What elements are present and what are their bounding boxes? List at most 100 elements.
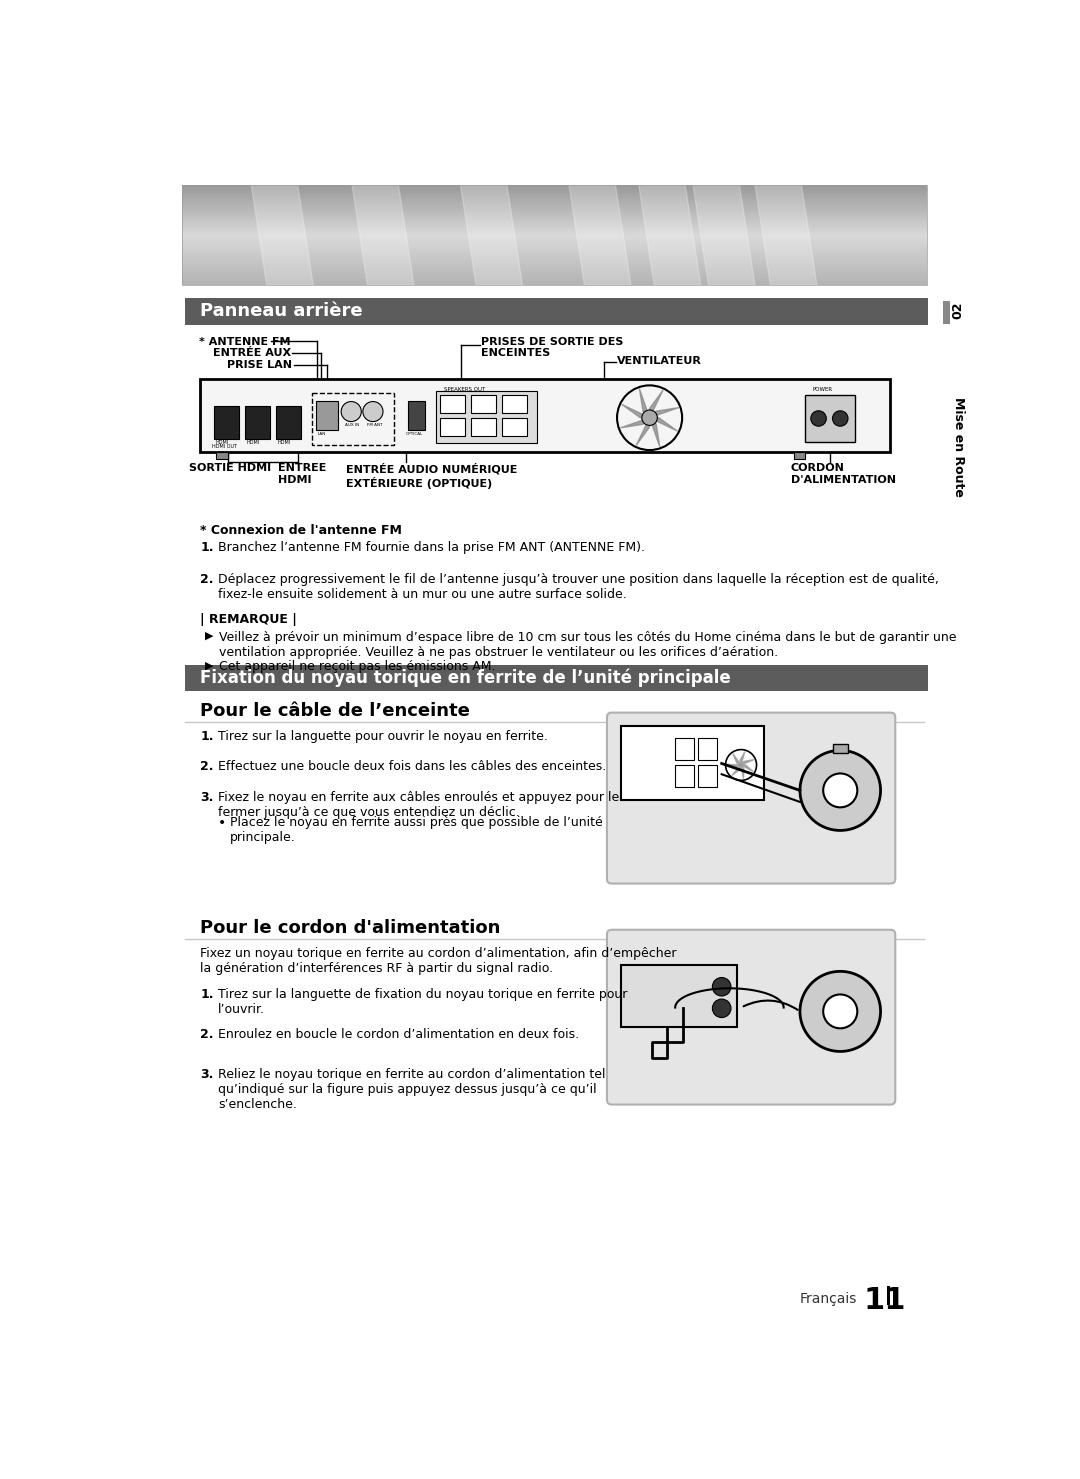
Text: Tirez sur la languette de fixation du noyau torique en ferrite pour
l’ouvrir.: Tirez sur la languette de fixation du no… xyxy=(218,988,627,1016)
Polygon shape xyxy=(732,765,741,775)
Bar xyxy=(805,395,855,442)
Text: 1.: 1. xyxy=(200,541,214,555)
Bar xyxy=(312,393,394,445)
Text: 1.: 1. xyxy=(200,729,214,742)
Text: OPTICAL: OPTICAL xyxy=(406,432,423,436)
Bar xyxy=(408,401,424,430)
Bar xyxy=(621,726,765,800)
Polygon shape xyxy=(636,417,649,445)
Text: Tirez sur la languette pour ouvrir le noyau en ferrite.: Tirez sur la languette pour ouvrir le no… xyxy=(218,729,548,742)
Text: Enroulez en boucle le cordon d’alimentation en deux fois.: Enroulez en boucle le cordon d’alimentat… xyxy=(218,1028,579,1041)
Text: PRISE LAN: PRISE LAN xyxy=(227,359,293,370)
Circle shape xyxy=(341,402,362,422)
Text: ▶: ▶ xyxy=(205,660,213,670)
Text: ENTRÉE AUX: ENTRÉE AUX xyxy=(213,349,292,358)
Bar xyxy=(441,417,465,436)
Bar xyxy=(441,395,465,413)
Text: ENTRÉE AUDIO NUMÉRIQUE
EXTÉRIEURE (OPTIQUE): ENTRÉE AUDIO NUMÉRIQUE EXTÉRIEURE (OPTIQ… xyxy=(346,463,517,488)
Polygon shape xyxy=(620,417,649,427)
Text: Veillez à prévoir un minimum d’espace libre de 10 cm sur tous les côtés du Home : Veillez à prévoir un minimum d’espace li… xyxy=(218,632,956,660)
Text: POWER: POWER xyxy=(812,387,833,392)
Circle shape xyxy=(713,978,731,995)
Text: 3.: 3. xyxy=(200,791,214,805)
Polygon shape xyxy=(352,185,414,285)
Polygon shape xyxy=(638,185,701,285)
Polygon shape xyxy=(460,185,523,285)
Text: HDMI: HDMI xyxy=(246,441,260,445)
Bar xyxy=(675,738,693,760)
Circle shape xyxy=(713,1000,731,1018)
Polygon shape xyxy=(622,404,649,417)
Bar xyxy=(276,407,301,438)
Text: Reliez le noyau torique en ferrite au cordon d’alimentation tel
qu’indiqué sur l: Reliez le noyau torique en ferrite au co… xyxy=(218,1068,606,1111)
Text: ▶: ▶ xyxy=(205,632,213,640)
Text: HDMI: HDMI xyxy=(216,441,229,445)
Text: SORTIE HDMI: SORTIE HDMI xyxy=(189,463,271,473)
Polygon shape xyxy=(755,185,816,285)
Text: 3.: 3. xyxy=(200,1068,214,1081)
Circle shape xyxy=(642,410,658,426)
Bar xyxy=(186,299,928,324)
Bar xyxy=(502,395,527,413)
Bar xyxy=(216,453,228,458)
Text: Cet appareil ne reçoit pas les émissions AM.: Cet appareil ne reçoit pas les émissions… xyxy=(218,660,496,673)
Circle shape xyxy=(800,750,880,830)
Bar xyxy=(214,407,239,438)
Text: HDMI OUT: HDMI OUT xyxy=(213,444,238,450)
Text: Branchez l’antenne FM fournie dans la prise FM ANT (ANTENNE FM).: Branchez l’antenne FM fournie dans la pr… xyxy=(218,541,645,555)
Bar xyxy=(316,401,338,430)
FancyBboxPatch shape xyxy=(607,930,895,1105)
Polygon shape xyxy=(733,754,741,765)
Text: 02: 02 xyxy=(951,302,964,318)
Text: CORDON
D'ALIMENTATION: CORDON D'ALIMENTATION xyxy=(791,463,895,485)
Polygon shape xyxy=(727,765,741,768)
Text: Fixation du noyau torique en ferrite de l’unité principale: Fixation du noyau torique en ferrite de … xyxy=(200,669,731,688)
Text: 2.: 2. xyxy=(200,1028,214,1041)
Polygon shape xyxy=(741,765,744,778)
FancyBboxPatch shape xyxy=(607,713,895,883)
Circle shape xyxy=(833,411,848,426)
Polygon shape xyxy=(693,185,755,285)
Circle shape xyxy=(823,994,858,1028)
Text: 1.: 1. xyxy=(200,988,214,1001)
Bar xyxy=(833,744,848,753)
Polygon shape xyxy=(649,417,677,430)
Text: Pour le câble de l’enceinte: Pour le câble de l’enceinte xyxy=(200,703,470,720)
Polygon shape xyxy=(741,760,754,765)
Bar xyxy=(471,417,496,436)
Text: 2.: 2. xyxy=(200,760,214,774)
Bar xyxy=(436,390,537,444)
Text: 2.: 2. xyxy=(200,574,214,586)
Text: ENTREE
HDMI: ENTREE HDMI xyxy=(279,463,327,485)
Bar xyxy=(200,379,890,453)
Text: Effectuez une boucle deux fois dans les câbles des enceintes.: Effectuez une boucle deux fois dans les … xyxy=(218,760,606,774)
Text: Mise en Route: Mise en Route xyxy=(951,396,964,497)
Text: Pour le cordon d'alimentation: Pour le cordon d'alimentation xyxy=(200,918,500,938)
Text: PRISES DE SORTIE DES
ENCEINTES: PRISES DE SORTIE DES ENCEINTES xyxy=(481,337,623,358)
Polygon shape xyxy=(649,417,660,447)
Text: AUX IN: AUX IN xyxy=(345,423,360,427)
Text: HDMI: HDMI xyxy=(278,441,291,445)
Bar xyxy=(794,453,806,458)
Text: FM ANT: FM ANT xyxy=(367,423,382,427)
Text: Placez le noyau en ferrite aussi près que possible de l’unité
principale.: Placez le noyau en ferrite aussi près qu… xyxy=(230,816,603,845)
Bar xyxy=(943,300,949,324)
Text: Panneau arrière: Panneau arrière xyxy=(200,303,363,321)
Polygon shape xyxy=(741,765,753,772)
Circle shape xyxy=(811,411,826,426)
Circle shape xyxy=(800,972,880,1052)
Text: 11: 11 xyxy=(864,1287,906,1315)
Bar xyxy=(181,185,927,285)
Circle shape xyxy=(363,402,383,422)
Text: VENTILATEUR: VENTILATEUR xyxy=(617,356,702,367)
Bar xyxy=(675,765,693,787)
Polygon shape xyxy=(639,389,649,417)
Text: SPEAKERS OUT: SPEAKERS OUT xyxy=(444,387,486,392)
Bar xyxy=(502,417,527,436)
Text: •: • xyxy=(218,816,226,830)
Text: * Connexion de l'antenne FM: * Connexion de l'antenne FM xyxy=(200,524,402,537)
Circle shape xyxy=(823,774,858,808)
Bar xyxy=(186,666,928,691)
Bar xyxy=(699,738,717,760)
Bar xyxy=(471,395,496,413)
